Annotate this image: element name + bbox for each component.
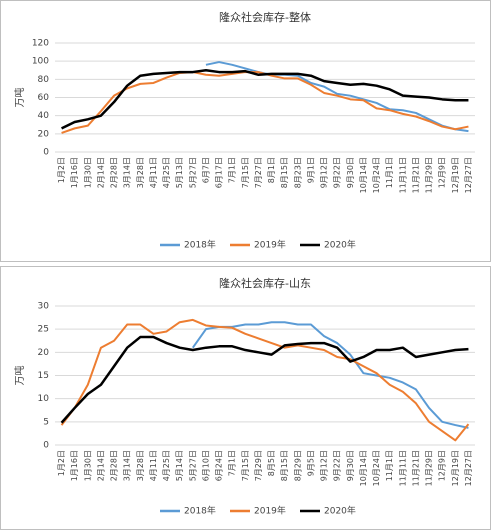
x-tick-label: 12月27日: [464, 157, 473, 193]
x-tick-label: 5月14日: [175, 450, 184, 481]
series-line: [60, 335, 469, 424]
x-tick-label: 6月17日: [215, 157, 224, 188]
x-tick-label: 7月27日: [254, 157, 263, 188]
x-tick-label: 6月7日: [201, 157, 210, 183]
x-tick-label: 4月11日: [149, 450, 158, 481]
x-tick-label: 12月19日: [451, 450, 460, 486]
series-line: [61, 69, 469, 130]
x-tick-label: 7月15日: [241, 450, 250, 481]
x-tick-label: 11月11日: [398, 157, 407, 193]
x-tick-label: 9月22日: [333, 450, 342, 481]
y-tick-label: 20: [38, 348, 50, 358]
y-tick-label: 0: [43, 148, 49, 158]
x-tick-label: 11月11日: [398, 450, 407, 486]
series-line: [60, 318, 470, 442]
x-tick-label: 11月21日: [411, 157, 420, 193]
x-tick-label: 3月14日: [123, 450, 132, 481]
x-tick-label: 3月14日: [123, 157, 132, 188]
x-tick-label: 3月28日: [136, 450, 145, 481]
y-tick-label: 25: [38, 325, 49, 335]
x-tick-label: 8月1日: [267, 157, 276, 183]
x-tick-label: 2月14日: [96, 157, 105, 188]
x-tick-label: 12月9日: [438, 450, 447, 481]
x-tick-label: 9月30日: [346, 157, 355, 188]
y-tick-label: 20: [38, 129, 50, 139]
y-tick-label: 0: [43, 441, 49, 451]
x-tick-label: 11月1日: [385, 450, 394, 481]
x-tick-label: 3月28日: [136, 157, 145, 188]
x-tick-label: 9月12日: [320, 157, 329, 188]
x-tick-label: 9月22日: [333, 157, 342, 188]
x-tick-label: 9月1日: [306, 157, 315, 183]
x-tick-label: 10月24日: [372, 450, 381, 486]
x-tick-label: 8月29日: [293, 450, 302, 481]
y-tick-label: 5: [43, 417, 49, 427]
chart-title: 隆众社会库存-山东: [219, 276, 311, 290]
x-tick-label: 7月15日: [241, 157, 250, 188]
y-tick-label: 60: [38, 93, 50, 103]
x-tick-label: 1月16日: [70, 157, 79, 188]
x-tick-label: 1月2日: [57, 450, 66, 476]
y-tick-label: 30: [38, 302, 50, 312]
x-tick-label: 5月13日: [175, 157, 184, 188]
x-tick-label: 8月23日: [293, 157, 302, 188]
x-tick-label: 7月1日: [228, 157, 237, 183]
x-tick-label: 10月14日: [359, 450, 368, 486]
legend-label: 2020年: [324, 505, 356, 517]
legend-label: 2018年: [184, 239, 216, 251]
x-tick-label: 8月15日: [280, 157, 289, 188]
x-tick-label: 2月28日: [110, 450, 119, 481]
x-tick-label: 8月15日: [280, 450, 289, 481]
x-tick-label: 6月24日: [215, 450, 224, 481]
y-tick-label: 80: [38, 75, 50, 85]
chart-title: 隆众社会库存-整体: [219, 10, 311, 24]
x-tick-label: 11月29日: [425, 157, 434, 193]
y-tick-label: 100: [32, 57, 49, 67]
x-tick-label: 9月5日: [306, 450, 315, 476]
x-tick-label: 11月29日: [425, 450, 434, 486]
y-tick-label: 10: [38, 394, 50, 404]
x-tick-label: 8月5日: [267, 450, 276, 476]
legend-label: 2019年: [254, 505, 286, 517]
y-axis-label: 万吨: [13, 88, 26, 108]
y-axis-label: 万吨: [13, 366, 26, 386]
x-tick-label: 5月27日: [188, 450, 197, 481]
x-tick-label: 11月21日: [411, 450, 420, 486]
legend-label: 2019年: [254, 239, 286, 251]
x-tick-label: 6月10日: [201, 450, 210, 481]
x-tick-label: 2月14日: [96, 450, 105, 481]
x-tick-label: 12月19日: [451, 157, 460, 193]
x-tick-label: 10月14日: [359, 157, 368, 193]
x-tick-label: 11月1日: [385, 157, 394, 188]
y-tick-label: 40: [38, 111, 50, 121]
series-line: [205, 61, 469, 133]
x-tick-label: 9月12日: [320, 450, 329, 481]
x-tick-label: 9月30日: [346, 450, 355, 481]
panel-frame: [0, 0, 491, 262]
series-line: [191, 321, 469, 429]
legend-label: 2020年: [324, 239, 356, 251]
x-tick-label: 1月2日: [57, 157, 66, 183]
y-tick-label: 120: [32, 39, 49, 49]
x-tick-label: 7月29日: [254, 450, 263, 481]
x-tick-label: 7月1日: [228, 450, 237, 476]
x-tick-label: 5月27日: [188, 157, 197, 188]
x-tick-label: 1月16日: [70, 450, 79, 481]
x-tick-label: 10月24日: [372, 157, 381, 193]
legend-label: 2018年: [184, 505, 216, 517]
y-tick-label: 15: [38, 371, 49, 381]
x-tick-label: 12月9日: [438, 157, 447, 188]
x-tick-label: 12月27日: [464, 450, 473, 486]
x-tick-label: 4月25日: [162, 157, 171, 188]
x-tick-label: 1月30日: [83, 157, 92, 188]
x-tick-label: 2月28日: [110, 157, 119, 188]
x-tick-label: 4月25日: [162, 450, 171, 481]
x-tick-label: 4月11日: [149, 157, 158, 188]
x-tick-label: 1月30日: [83, 450, 92, 481]
